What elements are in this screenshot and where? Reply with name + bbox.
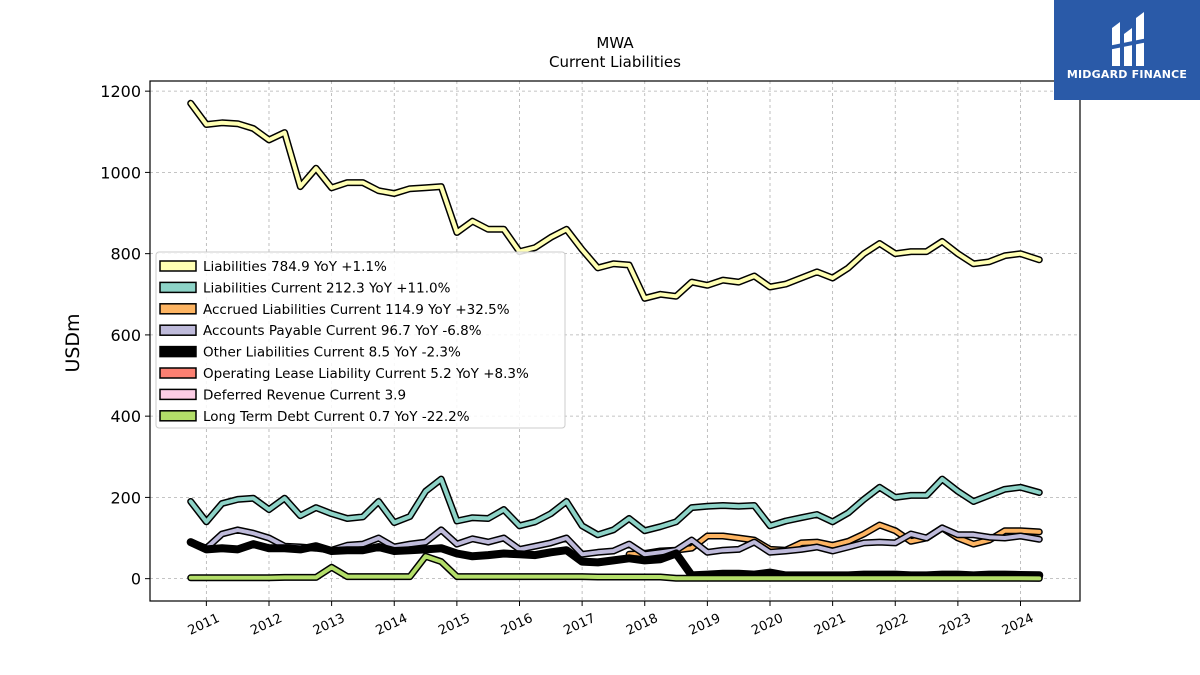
y-tick-label: 1000 <box>100 163 141 182</box>
legend-swatch <box>159 367 197 379</box>
legend-label: Liabilities 784.9 YoY +1.1% <box>203 259 387 275</box>
legend-swatch <box>159 324 197 336</box>
x-tick-label: 2016 <box>499 611 535 639</box>
x-tick-label: 2013 <box>311 611 347 639</box>
y-tick-label: 1200 <box>100 82 141 101</box>
x-tick-label: 2022 <box>875 611 911 639</box>
x-tick-label: 2011 <box>186 611 222 639</box>
y-axis-label: USDm <box>62 313 84 372</box>
legend-swatch <box>159 345 197 358</box>
chart-title: MWA <box>596 34 634 52</box>
brand-logo: MIDGARD FINANCE <box>1054 0 1200 100</box>
logo-mark-icon <box>1108 12 1148 66</box>
x-tick-label: 2012 <box>248 611 284 639</box>
y-tick-label: 800 <box>110 245 141 264</box>
x-axis-ticks: 2011 2012 2013 2014 2015 2016 2017 2018 2019 2020… <box>186 601 1036 639</box>
chart-subtitle: Current Liabilities <box>549 53 681 71</box>
legend-label: Accounts Payable Current 96.7 YoY -6.8% <box>203 323 482 339</box>
series-lines <box>186 99 1044 582</box>
x-tick-label: 2014 <box>374 611 410 639</box>
legend-swatch <box>159 260 197 272</box>
plot-frame <box>149 80 1081 602</box>
legend-label: Accrued Liabilities Current 114.9 YoY +3… <box>203 302 510 318</box>
series-line-0 <box>188 101 1042 301</box>
x-tick-label: 2018 <box>624 611 660 639</box>
legend-label: Deferred Revenue Current 3.9 <box>203 387 406 403</box>
x-tick-label: 2021 <box>812 611 848 639</box>
y-tick-label: 200 <box>110 488 141 507</box>
legend-swatch <box>159 303 197 315</box>
series-line-1 <box>188 477 1042 537</box>
x-tick-label: 2015 <box>436 611 472 639</box>
y-tick-label: 600 <box>110 326 141 345</box>
legend-label: Liabilities Current 212.3 YoY +11.0% <box>203 280 451 296</box>
x-tick-label: 2017 <box>561 611 597 639</box>
legend-label: Other Liabilities Current 8.5 YoY -2.3% <box>203 345 461 361</box>
legend-swatch <box>159 281 197 294</box>
y-axis-ticks: 0 200 400 600 800 1000 1200 <box>100 82 150 589</box>
legend-swatch <box>159 388 197 401</box>
y-tick-label: 0 <box>131 570 141 589</box>
y-tick-label: 400 <box>110 407 141 426</box>
legend-box <box>155 251 566 429</box>
series-line-7 <box>188 554 1042 581</box>
x-tick-label: 2019 <box>687 611 723 639</box>
legend: Liabilities 784.9 YoY +1.1% Liabilities C… <box>155 251 566 429</box>
x-tick-label: 2020 <box>749 611 785 639</box>
x-tick-label: 2024 <box>1000 611 1036 639</box>
legend-label: Operating Lease Liability Current 5.2 Yo… <box>203 366 529 382</box>
brand-name: MIDGARD FINANCE <box>1066 68 1188 81</box>
legend-swatch <box>159 410 197 422</box>
x-tick-label: 2023 <box>937 611 973 639</box>
legend-label: Long Term Debt Current 0.7 YoY -22.2% <box>203 409 470 425</box>
